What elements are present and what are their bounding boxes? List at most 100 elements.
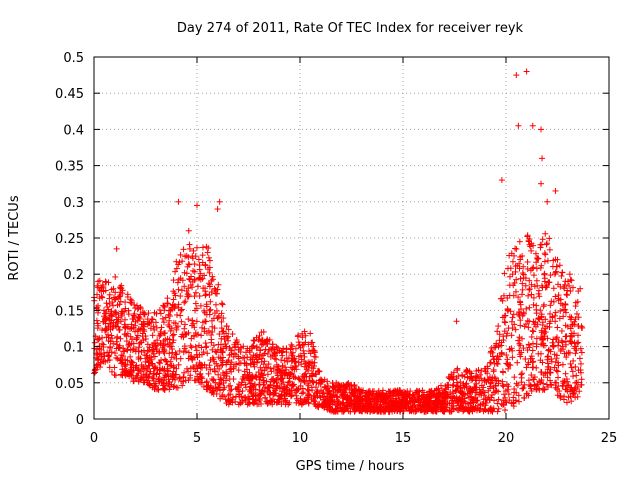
data-point xyxy=(203,343,210,350)
data-point xyxy=(494,400,501,407)
y-tick-label: 0.15 xyxy=(55,304,84,319)
data-point xyxy=(528,247,535,254)
data-point xyxy=(204,249,211,256)
y-tick-label: 0.2 xyxy=(63,268,84,283)
data-point xyxy=(505,391,512,398)
data-point xyxy=(198,332,205,339)
data-point xyxy=(515,122,522,129)
chart-title: Day 274 of 2011, Rate Of TEC Index for r… xyxy=(177,21,524,36)
data-point xyxy=(239,388,246,395)
data-point xyxy=(558,272,565,279)
y-tick-label: 0.25 xyxy=(55,232,84,247)
data-point xyxy=(542,251,549,258)
data-point xyxy=(504,306,511,313)
data-point xyxy=(511,279,518,286)
data-point xyxy=(523,68,530,75)
data-point xyxy=(218,300,225,307)
data-point xyxy=(194,202,200,209)
data-point xyxy=(577,360,584,367)
data-point xyxy=(206,362,213,369)
data-point xyxy=(113,245,120,252)
data-point xyxy=(216,331,223,338)
data-point xyxy=(568,398,575,405)
data-point xyxy=(576,355,583,362)
data-point xyxy=(168,343,175,350)
data-point xyxy=(562,338,569,345)
data-points xyxy=(91,68,586,415)
data-point xyxy=(170,277,177,284)
data-point xyxy=(494,361,501,368)
data-point xyxy=(229,331,236,338)
data-point xyxy=(106,291,113,298)
data-point xyxy=(546,279,553,286)
data-point xyxy=(208,336,215,343)
data-point xyxy=(490,366,497,373)
data-point xyxy=(166,313,173,320)
data-point xyxy=(203,364,210,371)
data-point xyxy=(202,340,209,347)
data-point xyxy=(264,371,271,378)
x-tick-label: 5 xyxy=(193,431,201,446)
data-point xyxy=(533,364,540,371)
data-point xyxy=(178,318,185,325)
data-point xyxy=(575,314,582,321)
data-point xyxy=(128,358,135,365)
data-point xyxy=(541,278,548,285)
data-point xyxy=(109,335,116,342)
data-point xyxy=(125,342,132,349)
data-point xyxy=(278,357,285,364)
data-point xyxy=(495,388,502,395)
data-point xyxy=(226,375,233,382)
data-point xyxy=(116,327,123,334)
data-point xyxy=(111,350,118,357)
data-point xyxy=(509,258,516,265)
data-point xyxy=(558,327,565,334)
data-point xyxy=(161,304,168,311)
data-point xyxy=(149,332,156,339)
data-point xyxy=(567,360,574,367)
data-point xyxy=(145,310,152,317)
data-point xyxy=(511,374,518,381)
data-point xyxy=(498,177,505,184)
data-point xyxy=(570,357,577,364)
data-point xyxy=(529,122,536,129)
data-point xyxy=(100,349,107,356)
data-point xyxy=(453,318,460,325)
data-point xyxy=(145,347,152,354)
data-point xyxy=(112,273,119,280)
data-point xyxy=(526,318,533,325)
data-point xyxy=(556,262,563,269)
data-point xyxy=(569,321,576,328)
data-point xyxy=(170,331,177,338)
data-point xyxy=(191,293,198,300)
data-point xyxy=(108,308,115,315)
data-point xyxy=(192,289,199,296)
data-point xyxy=(529,340,536,347)
data-point xyxy=(189,317,196,324)
data-point xyxy=(103,300,110,307)
data-point xyxy=(537,369,544,376)
data-point xyxy=(575,339,582,346)
y-tick-label: 0.45 xyxy=(55,87,84,102)
data-point xyxy=(261,358,268,365)
data-point xyxy=(528,281,535,288)
data-point xyxy=(202,318,209,325)
data-point xyxy=(206,269,213,276)
data-point xyxy=(514,382,521,389)
data-point xyxy=(546,246,553,253)
data-point xyxy=(533,259,540,266)
data-point xyxy=(539,236,546,243)
data-point xyxy=(273,356,280,363)
data-point xyxy=(202,291,209,298)
data-point xyxy=(547,302,554,309)
y-tick-label: 0.05 xyxy=(55,377,84,392)
data-point xyxy=(295,339,302,346)
data-point xyxy=(177,307,184,314)
data-point xyxy=(562,333,569,340)
data-point xyxy=(181,325,188,332)
data-point xyxy=(300,377,307,384)
data-point xyxy=(530,301,537,308)
data-point xyxy=(518,379,525,386)
data-point xyxy=(568,364,575,371)
data-point xyxy=(516,340,523,347)
